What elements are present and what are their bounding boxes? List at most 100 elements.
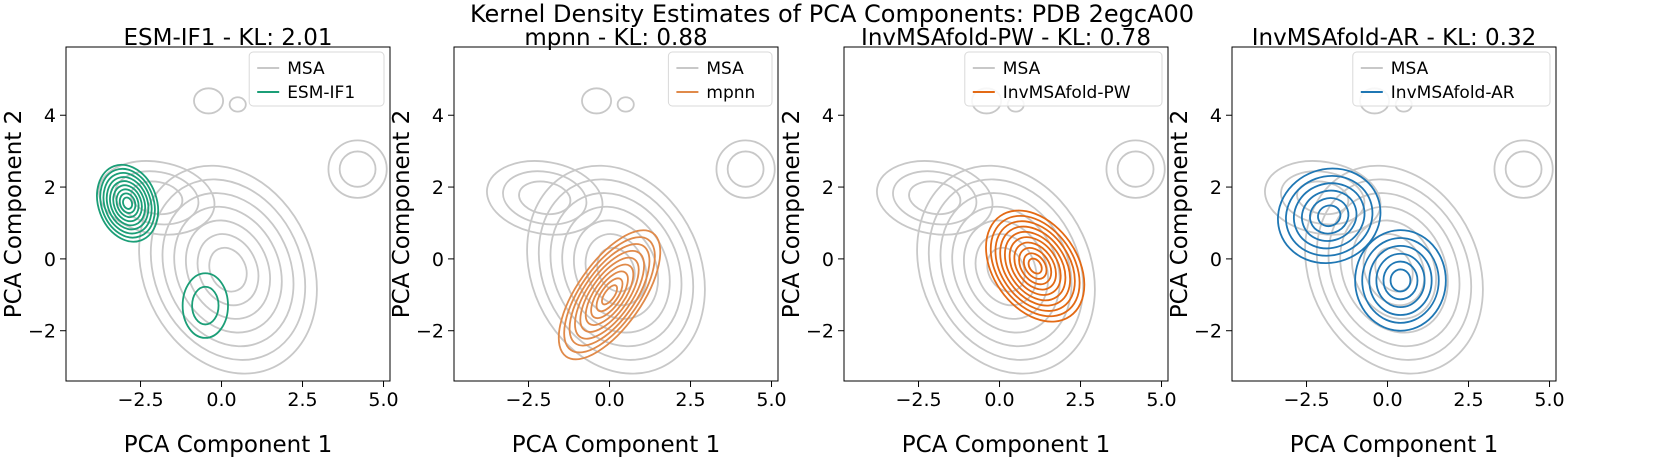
model-contour	[181, 272, 229, 339]
model-contour	[1309, 197, 1350, 235]
msa-contour	[228, 96, 247, 113]
legend-label: ESM-IF1	[287, 83, 355, 103]
model-contour	[568, 243, 651, 347]
model-contour	[99, 167, 156, 239]
msa-contour	[561, 205, 671, 334]
legend-label: mpnn	[706, 83, 755, 103]
plot-area	[96, 87, 388, 375]
model-contour	[557, 229, 662, 361]
x-tick-label: 0.0	[206, 389, 236, 411]
y-tick-label: 4	[822, 105, 834, 127]
msa-contour	[537, 178, 695, 361]
legend-label: MSA	[706, 59, 744, 79]
model-contour	[584, 263, 635, 326]
model-contour	[1004, 230, 1067, 302]
msa-contour	[502, 170, 588, 226]
msa-contour	[1296, 180, 1350, 216]
model-contour	[563, 236, 656, 354]
model-contour	[595, 277, 624, 313]
msa-contour	[338, 150, 377, 188]
model-contour	[1018, 247, 1053, 286]
model-contour	[1361, 237, 1440, 324]
model-contour	[999, 225, 1072, 307]
msa-contour	[1304, 164, 1484, 375]
msa-contour	[908, 180, 962, 216]
msa-contour	[1280, 170, 1366, 226]
msa-contour	[1493, 139, 1554, 199]
msa-contour	[138, 164, 318, 375]
y-tick-label: −2	[1194, 321, 1222, 343]
panel-3: −2.5 0.0 2.5 5.0 −2 0 2 4 InvMSAfold-PW - KL: 0.…	[779, 25, 1177, 458]
x-tick-label: −2.5	[505, 389, 551, 411]
model-contour	[1293, 182, 1366, 250]
x-tick-label: 0.0	[1372, 389, 1402, 411]
model-contour	[1022, 252, 1048, 280]
y-axis-label: PCA Component 2	[1167, 110, 1193, 318]
y-axis-label: PCA Component 2	[779, 110, 805, 318]
model-contour	[989, 214, 1081, 318]
model-contour	[96, 163, 160, 243]
x-tick-label: 2.5	[1453, 389, 1483, 411]
y-tick-label: 2	[44, 177, 56, 199]
x-axis-label: PCA Component 1	[512, 432, 720, 458]
y-tick-label: −2	[416, 321, 444, 343]
msa-contour	[327, 139, 388, 199]
x-tick-label: −2.5	[117, 389, 163, 411]
msa-contour	[1339, 205, 1449, 334]
legend-box	[964, 51, 1163, 107]
msa-contour	[1315, 178, 1473, 361]
legend-label: MSA	[1003, 59, 1041, 79]
model-contour	[1354, 229, 1447, 332]
x-tick-label: 2.5	[1065, 389, 1095, 411]
x-tick-label: 2.5	[287, 389, 317, 411]
legend-label: MSA	[1391, 59, 1429, 79]
model-contour	[579, 256, 640, 333]
x-axis-label: PCA Component 1	[902, 432, 1110, 458]
msa-contour	[549, 192, 683, 348]
panel-title: ESM-IF1 - KL: 2.01	[123, 25, 332, 51]
x-tick-label: −2.5	[895, 389, 941, 411]
model-contour	[601, 284, 618, 306]
x-tick-label: 5.0	[368, 389, 398, 411]
model-contour	[994, 220, 1076, 312]
axes-frame	[65, 46, 391, 382]
model-contour	[118, 192, 137, 214]
y-tick-label: 0	[1210, 249, 1222, 271]
y-axis-label: PCA Component 2	[1, 110, 27, 318]
msa-contour	[876, 160, 994, 236]
msa-contour	[173, 205, 283, 334]
legend-label: InvMSAfold-AR	[1391, 83, 1515, 103]
model-contour	[1013, 241, 1057, 291]
y-axis-label: PCA Component 2	[389, 110, 415, 318]
y-tick-label: 0	[822, 249, 834, 271]
model-contour	[590, 270, 629, 320]
plot-area	[486, 87, 776, 375]
axes-frame	[1231, 46, 1557, 382]
legend-label: InvMSAfold-PW	[1003, 83, 1131, 103]
legend-label: MSA	[287, 59, 325, 79]
panel-2: −2.5 0.0 2.5 5.0 −2 0 2 4 mpnn - KL: 0.88 PCA Com…	[389, 25, 787, 458]
y-tick-label: 4	[432, 105, 444, 127]
panel-1: −2.5 0.0 2.5 5.0 −2 0 2 4 ESM-IF1 - KL: 2.01 PCA …	[1, 25, 399, 458]
x-tick-label: 5.0	[1146, 389, 1176, 411]
y-tick-label: 0	[44, 249, 56, 271]
model-contour	[191, 285, 220, 326]
msa-contour	[193, 87, 225, 115]
model-contour	[574, 249, 645, 340]
msa-contour	[951, 205, 1061, 334]
model-contour	[1008, 236, 1062, 296]
model-contour	[1389, 268, 1412, 293]
legend-box	[1352, 51, 1551, 107]
msa-contour	[486, 160, 604, 236]
model-contour	[1368, 244, 1433, 316]
y-tick-label: 2	[822, 177, 834, 199]
panel-title: InvMSAfold-AR - KL: 0.32	[1252, 25, 1537, 51]
y-tick-label: −2	[806, 321, 834, 343]
msa-contour	[939, 192, 1073, 348]
msa-contour	[184, 219, 272, 320]
x-tick-label: 0.0	[594, 389, 624, 411]
msa-contour	[715, 139, 776, 199]
msa-contour	[616, 96, 635, 113]
axes-frame	[453, 46, 779, 382]
model-contour	[1375, 252, 1426, 309]
